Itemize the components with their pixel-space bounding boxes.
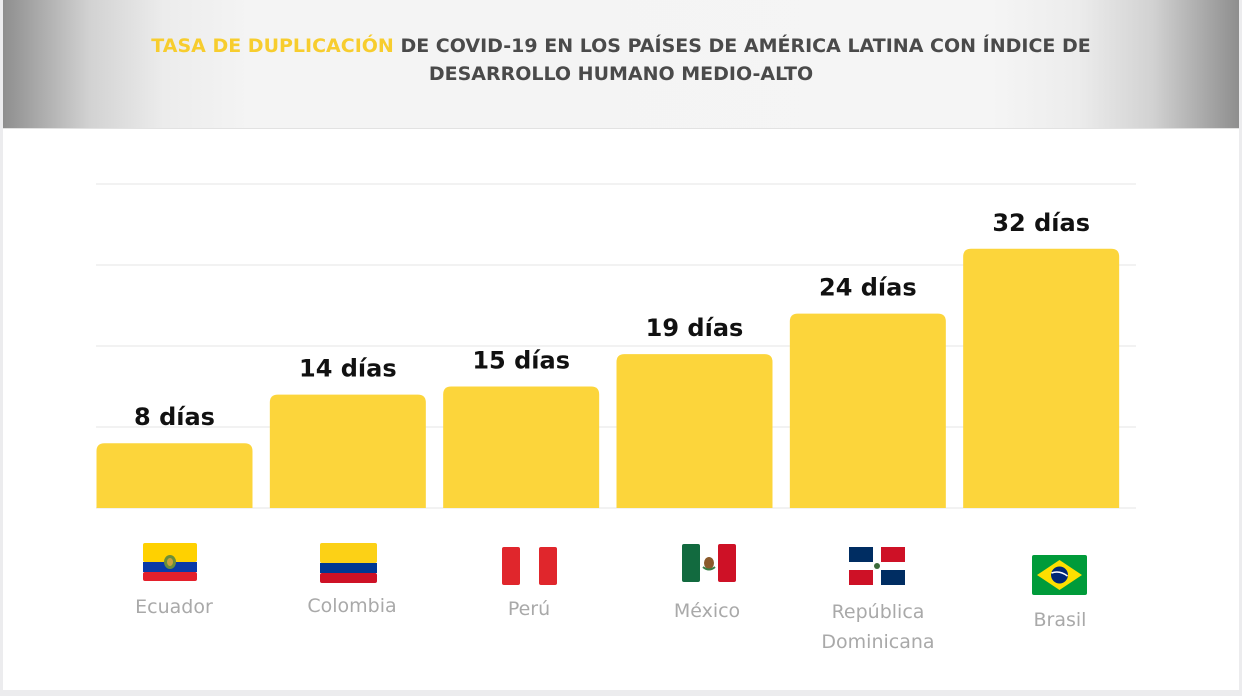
bar-brasil <box>963 248 1120 509</box>
data-label: 24 días <box>819 274 917 302</box>
data-label: 8 días <box>134 403 215 431</box>
bar-colombia <box>269 394 426 508</box>
country-label-colombia: Colombia <box>307 595 397 617</box>
bar-chart: 8 días 14 días 15 días 19 días 24 días 32 día… <box>96 183 1136 509</box>
data-label: 15 días <box>472 347 570 375</box>
bars <box>96 248 1120 509</box>
colombia-flag-icon <box>320 543 377 583</box>
title-highlight: TASA DE DUPLICACIÓN <box>151 35 394 57</box>
bar-república-dominicana <box>789 313 946 508</box>
country-label-dominicana: República Dominicana <box>793 597 963 657</box>
brazil-flag-icon <box>1032 555 1087 595</box>
infographic-frame: TASA DE DUPLICACIÓN DE COVID-19 EN LOS P… <box>3 0 1239 690</box>
mexico-flag-icon <box>682 544 736 582</box>
title-rest: DE COVID-19 EN LOS PAÍSES DE AMÉRICA LAT… <box>393 35 1091 85</box>
dominican-republic-flag-icon <box>849 547 905 585</box>
bar-perú <box>443 386 600 508</box>
gridlines <box>96 183 1136 509</box>
country-label-ecuador: Ecuador <box>135 596 213 618</box>
chart-title: TASA DE DUPLICACIÓN DE COVID-19 EN LOS P… <box>113 32 1129 88</box>
country-label-dominicana-line2: Dominicana <box>821 631 935 653</box>
country-label-dominicana-line1: República <box>831 601 925 623</box>
data-label: 14 días <box>299 355 397 383</box>
bar-méxico <box>616 354 773 508</box>
peru-flag-icon <box>502 547 557 585</box>
header-banner: TASA DE DUPLICACIÓN DE COVID-19 EN LOS P… <box>3 0 1239 129</box>
country-label-brasil: Brasil <box>1033 609 1087 631</box>
data-label: 19 días <box>646 314 744 342</box>
country-label-peru: Perú <box>507 598 551 620</box>
country-label-mexico: México <box>673 600 741 622</box>
ecuador-flag-icon <box>143 543 197 581</box>
bar-ecuador <box>96 443 253 508</box>
data-labels: 8 días 14 días 15 días 19 días 24 días 32 día… <box>134 209 1090 431</box>
data-label: 32 días <box>992 209 1090 237</box>
